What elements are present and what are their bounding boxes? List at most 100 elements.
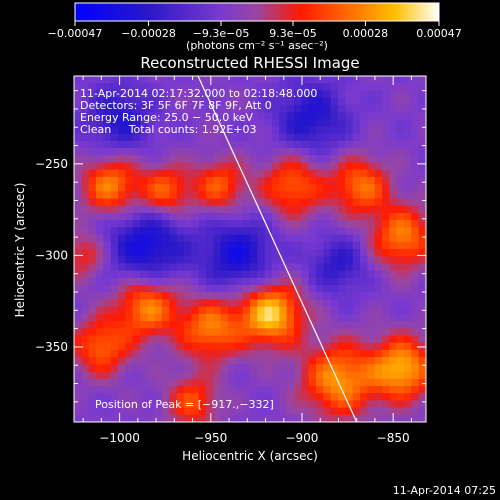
heatmap-cell: [103, 249, 112, 257]
heatmap-cell: [323, 285, 332, 293]
heatmap-cell: [74, 414, 82, 422]
heatmap-cell: [345, 176, 354, 185]
heatmap-cell: [360, 249, 368, 257]
heatmap-cell: [220, 378, 229, 387]
heatmap-cell: [279, 97, 288, 106]
heatmap-cell: [404, 270, 412, 279]
heatmap-cell: [103, 198, 112, 207]
heatmap-cell: [169, 313, 178, 322]
heatmap-cell: [213, 263, 222, 272]
heatmap-cell: [154, 249, 163, 257]
heatmap-cell: [338, 104, 346, 113]
heatmap-cell: [382, 234, 390, 243]
heatmap-cell: [176, 212, 185, 221]
heatmap-cell: [316, 220, 324, 228]
heatmap-cell: [250, 328, 258, 337]
heatmap-cell: [103, 270, 112, 279]
heatmap-cell: [257, 306, 266, 315]
heatmap-cell: [352, 400, 361, 409]
heatmap-cell: [118, 119, 126, 128]
heatmap-cell: [118, 414, 126, 422]
heatmap-cell: [286, 321, 295, 329]
heatmap-cell: [96, 292, 104, 301]
heatmap-cell: [184, 220, 192, 228]
heatmap-cell: [286, 83, 295, 92]
heatmap-cell: [360, 342, 368, 351]
heatmap-cell: [316, 277, 324, 286]
heatmap-cell: [316, 371, 324, 380]
heatmap-cell: [352, 119, 361, 128]
heatmap-cell: [308, 76, 317, 84]
heatmap-cell: [140, 364, 148, 373]
heatmap-cell: [88, 227, 97, 236]
heatmap-cell: [323, 76, 332, 84]
heatmap-cell: [404, 299, 412, 308]
heatmap-cell: [140, 385, 148, 394]
heatmap-cell: [198, 212, 207, 221]
heatmap-cell: [110, 212, 119, 221]
heatmap-cell: [316, 407, 324, 416]
heatmap-cell: [250, 76, 258, 84]
heatmap-cell: [360, 205, 368, 214]
heatmap-cell: [411, 184, 420, 192]
heatmap-cell: [125, 349, 134, 358]
heatmap-cell: [352, 176, 361, 185]
heatmap-cell: [338, 76, 346, 84]
y-axis-label: Heliocentric Y (arcsec): [13, 183, 27, 318]
heatmap-cell: [184, 104, 192, 113]
heatmap-cell: [220, 357, 229, 365]
heatmap-cell: [301, 256, 310, 265]
heatmap-cell: [308, 83, 317, 92]
heatmap-cell: [228, 241, 236, 250]
heatmap-cell: [162, 133, 170, 142]
heatmap-cell: [404, 234, 412, 243]
heatmap-cell: [213, 292, 222, 301]
heatmap-cell: [96, 90, 104, 99]
heatmap-cell: [74, 285, 82, 293]
heatmap-cell: [279, 198, 288, 207]
heatmap-cell: [279, 407, 288, 416]
heatmap-cell: [286, 104, 295, 113]
heatmap-cell: [374, 155, 383, 164]
heatmap-cell: [154, 169, 163, 178]
heatmap-cell: [301, 205, 310, 214]
heatmap-cell: [264, 126, 273, 135]
heatmap-cell: [125, 205, 134, 214]
heatmap-cell: [162, 227, 170, 236]
heatmap-cell: [169, 97, 178, 106]
heatmap-cell: [198, 191, 207, 200]
heatmap-cell: [338, 292, 346, 301]
heatmap-cell: [88, 176, 97, 185]
heatmap-cell: [264, 112, 273, 120]
heatmap-cell: [81, 364, 90, 373]
heatmap-cell: [330, 83, 339, 92]
heatmap-cell: [330, 378, 339, 387]
heatmap-cell: [154, 313, 163, 322]
heatmap-cell: [191, 371, 200, 380]
heatmap-cell: [169, 385, 178, 394]
heatmap-cell: [118, 90, 126, 99]
timestamp: 11-Apr-2014 07:25: [393, 484, 496, 497]
heatmap-cell: [404, 191, 412, 200]
heatmap-cell: [206, 349, 214, 358]
heatmap-cell: [250, 212, 258, 221]
heatmap-cell: [110, 220, 119, 228]
heatmap-cell: [191, 234, 200, 243]
heatmap-cell: [147, 277, 156, 286]
heatmap-cell: [396, 335, 405, 344]
heatmap-cell: [103, 335, 112, 344]
heatmap-cell: [235, 212, 244, 221]
heatmap-cell: [110, 184, 119, 192]
heatmap-cell: [301, 400, 310, 409]
heatmap-cell: [213, 90, 222, 99]
heatmap-cell: [338, 234, 346, 243]
heatmap-cell: [206, 256, 214, 265]
heatmap-cell: [294, 112, 302, 120]
heatmap-cell: [74, 191, 82, 200]
heatmap-cell: [154, 393, 163, 401]
heatmap-cell: [382, 83, 390, 92]
heatmap-cell: [81, 357, 90, 365]
heatmap-cell: [404, 162, 412, 171]
heatmap-cell: [184, 299, 192, 308]
heatmap-cell: [286, 292, 295, 301]
